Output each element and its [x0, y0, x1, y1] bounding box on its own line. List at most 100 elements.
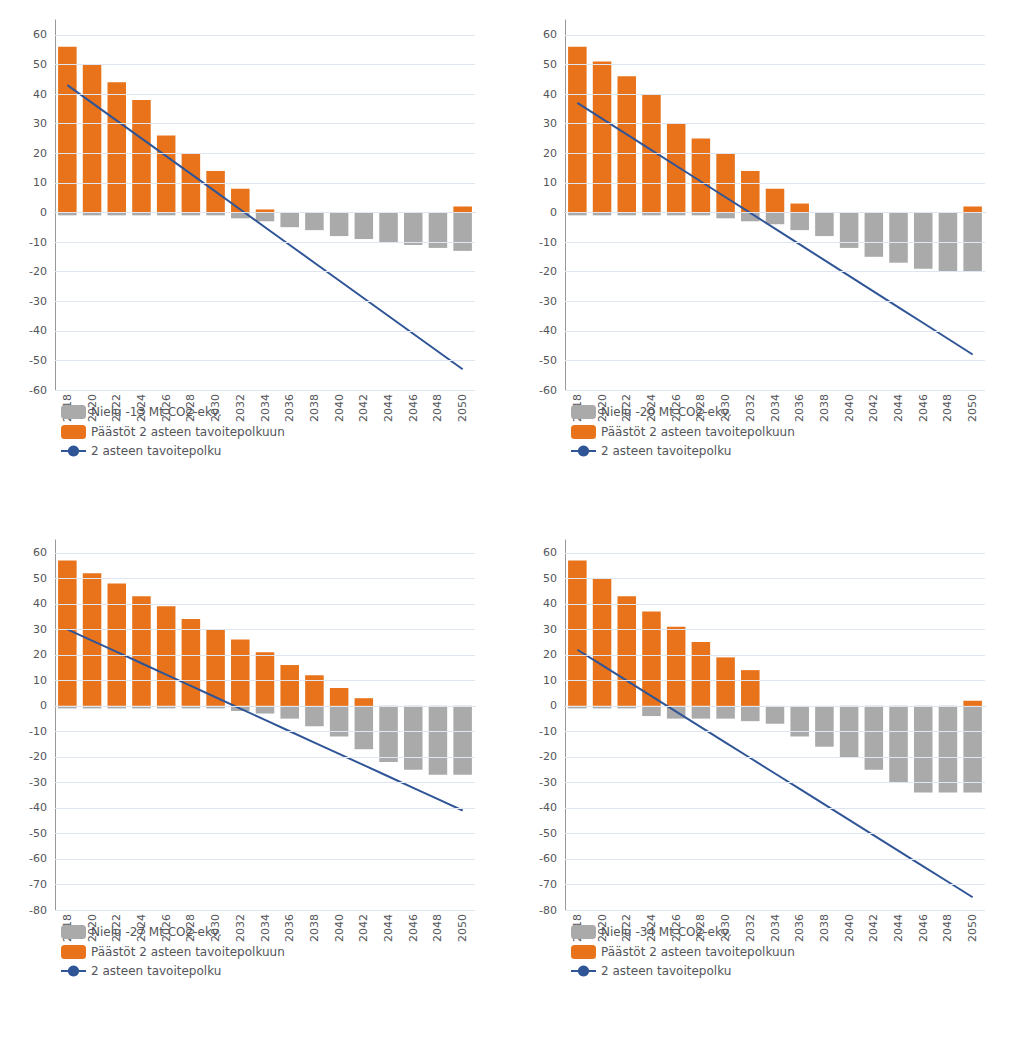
svg-text:2032: 2032 [744, 914, 757, 942]
svg-text:Nielu -27 Mt CO2-ekv.: Nielu -27 Mt CO2-ekv. [91, 925, 222, 939]
svg-text:-10: -10 [29, 725, 47, 738]
svg-text:50: 50 [543, 572, 557, 585]
svg-text:2032: 2032 [234, 914, 247, 942]
svg-text:2032: 2032 [744, 394, 757, 422]
svg-text:60: 60 [33, 546, 47, 559]
svg-text:Päästöt 2 asteen tavoitepolkuu: Päästöt 2 asteen tavoitepolkuun [601, 945, 795, 959]
svg-text:0: 0 [550, 206, 557, 219]
svg-text:2040: 2040 [843, 394, 856, 422]
svg-text:-20: -20 [539, 265, 557, 278]
svg-text:2 asteen tavoitepolku: 2 asteen tavoitepolku [601, 964, 731, 978]
svg-text:10: 10 [33, 674, 47, 687]
svg-text:2044: 2044 [892, 394, 905, 422]
svg-text:0: 0 [40, 699, 47, 712]
svg-text:60: 60 [543, 546, 557, 559]
svg-text:10: 10 [33, 176, 47, 189]
svg-text:20: 20 [33, 648, 47, 661]
svg-text:2042: 2042 [357, 394, 370, 422]
svg-text:-30: -30 [29, 295, 47, 308]
svg-text:2044: 2044 [382, 394, 395, 422]
svg-text:10: 10 [543, 674, 557, 687]
svg-text:-50: -50 [29, 354, 47, 367]
svg-text:0: 0 [40, 206, 47, 219]
svg-text:-60: -60 [539, 852, 557, 865]
svg-text:-30: -30 [539, 295, 557, 308]
svg-text:10: 10 [543, 176, 557, 189]
svg-text:-80: -80 [29, 904, 47, 917]
svg-text:2042: 2042 [867, 914, 880, 942]
svg-text:2036: 2036 [283, 394, 296, 422]
svg-text:60: 60 [33, 28, 47, 41]
svg-text:-70: -70 [539, 878, 557, 891]
svg-text:Päästöt 2 asteen tavoitepolkuu: Päästöt 2 asteen tavoitepolkuun [91, 945, 285, 959]
svg-text:2034: 2034 [769, 914, 782, 942]
svg-text:-30: -30 [29, 776, 47, 789]
svg-text:20: 20 [543, 648, 557, 661]
svg-text:2 asteen tavoitepolku: 2 asteen tavoitepolku [91, 964, 221, 978]
svg-text:-20: -20 [29, 750, 47, 763]
svg-text:40: 40 [33, 88, 47, 101]
svg-text:50: 50 [33, 572, 47, 585]
svg-text:2032: 2032 [234, 394, 247, 422]
svg-text:30: 30 [33, 117, 47, 130]
svg-text:Päästöt 2 asteen tavoitepolkuu: Päästöt 2 asteen tavoitepolkuun [91, 425, 285, 439]
svg-text:-80: -80 [539, 904, 557, 917]
svg-text:2046: 2046 [407, 914, 420, 942]
svg-text:30: 30 [543, 623, 557, 636]
svg-text:2044: 2044 [892, 914, 905, 942]
svg-text:-50: -50 [539, 827, 557, 840]
svg-text:2034: 2034 [259, 914, 272, 942]
svg-text:2050: 2050 [966, 914, 979, 942]
svg-text:2048: 2048 [941, 914, 954, 942]
svg-text:2036: 2036 [283, 914, 296, 942]
svg-text:-10: -10 [539, 725, 557, 738]
svg-text:20: 20 [543, 147, 557, 160]
svg-text:Nielu -13 Mt CO2-ekv.: Nielu -13 Mt CO2-ekv. [91, 405, 222, 419]
svg-text:2034: 2034 [259, 394, 272, 422]
svg-text:-60: -60 [539, 384, 557, 397]
svg-text:-50: -50 [539, 354, 557, 367]
svg-text:-40: -40 [539, 801, 557, 814]
svg-text:0: 0 [550, 699, 557, 712]
svg-text:-10: -10 [539, 236, 557, 249]
svg-text:2044: 2044 [382, 914, 395, 942]
svg-text:2042: 2042 [867, 394, 880, 422]
svg-text:2046: 2046 [917, 394, 930, 422]
svg-text:40: 40 [543, 597, 557, 610]
svg-text:2038: 2038 [818, 914, 831, 942]
svg-text:2050: 2050 [966, 394, 979, 422]
svg-text:-40: -40 [29, 801, 47, 814]
svg-text:2040: 2040 [333, 914, 346, 942]
svg-text:50: 50 [33, 58, 47, 71]
svg-text:-40: -40 [539, 324, 557, 337]
svg-text:2036: 2036 [793, 394, 806, 422]
svg-text:Nielu -34 Mt CO2-ekv.: Nielu -34 Mt CO2-ekv. [601, 925, 732, 939]
svg-text:30: 30 [33, 623, 47, 636]
svg-text:2040: 2040 [843, 914, 856, 942]
svg-text:2038: 2038 [308, 394, 321, 422]
svg-text:-60: -60 [29, 852, 47, 865]
svg-text:Päästöt 2 asteen tavoitepolkuu: Päästöt 2 asteen tavoitepolkuun [601, 425, 795, 439]
svg-text:2048: 2048 [941, 394, 954, 422]
svg-text:-20: -20 [539, 750, 557, 763]
svg-text:50: 50 [543, 58, 557, 71]
svg-text:2038: 2038 [308, 914, 321, 942]
svg-text:2038: 2038 [818, 394, 831, 422]
svg-text:2042: 2042 [357, 914, 370, 942]
svg-text:2050: 2050 [456, 394, 469, 422]
svg-text:40: 40 [33, 597, 47, 610]
svg-text:-40: -40 [29, 324, 47, 337]
svg-text:20: 20 [33, 147, 47, 160]
svg-text:2050: 2050 [456, 914, 469, 942]
svg-text:2046: 2046 [407, 394, 420, 422]
svg-text:2046: 2046 [917, 914, 930, 942]
svg-text:60: 60 [543, 28, 557, 41]
svg-text:2040: 2040 [333, 394, 346, 422]
svg-text:-70: -70 [29, 878, 47, 891]
svg-text:2048: 2048 [431, 914, 444, 942]
svg-text:30: 30 [543, 117, 557, 130]
svg-text:-60: -60 [29, 384, 47, 397]
svg-text:-10: -10 [29, 236, 47, 249]
svg-text:2036: 2036 [793, 914, 806, 942]
svg-text:-30: -30 [539, 776, 557, 789]
